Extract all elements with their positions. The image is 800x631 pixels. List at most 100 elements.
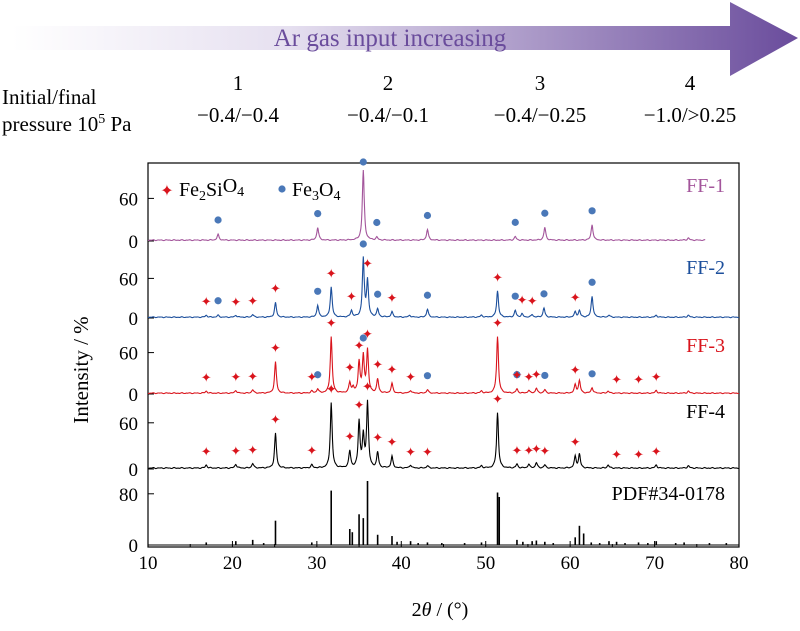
legend-fe3o4-label: Fe3O4 — [292, 179, 340, 204]
fe2sio4-marker: ✦ — [230, 294, 241, 309]
fe2sio4-marker: ✦ — [633, 447, 644, 462]
y-tick-label: 60 — [119, 344, 138, 365]
fe2sio4-marker: ✦ — [492, 392, 503, 407]
fe3o4-marker — [359, 334, 367, 342]
legend-formula-part: 2 — [199, 189, 206, 204]
arrow-shape — [12, 2, 798, 76]
fe3o4-marker — [314, 371, 322, 379]
fe2sio4-marker: ✦ — [270, 412, 281, 427]
fe2sio4-marker: ✦ — [326, 382, 337, 397]
fe2sio4-marker: ✦ — [326, 315, 337, 330]
fe2sio4-marker: ✦ — [651, 369, 662, 384]
fe3o4-marker — [314, 287, 322, 295]
fe2sio4-marker: ✦ — [201, 444, 212, 459]
legend-formula-part: 3 — [312, 189, 319, 204]
condition-pressure: −1.0/>0.25 — [644, 103, 737, 127]
fe2sio4-marker: ✦ — [362, 379, 373, 394]
legend-fe2sio4-symbol: ✦ — [160, 183, 173, 200]
fe2sio4-marker: ✦ — [523, 369, 534, 384]
x-axis-theta: θ — [422, 599, 432, 621]
legend-formula-part: O — [223, 175, 237, 197]
x-tick-label: 10 — [139, 553, 158, 574]
fe2sio4-marker: ✦ — [387, 362, 398, 377]
fe2sio4-marker: ✦ — [344, 360, 355, 375]
fe2sio4-marker: ✦ — [539, 444, 550, 459]
fe2sio4-marker: ✦ — [346, 289, 357, 304]
fe2sio4-marker: ✦ — [362, 256, 373, 271]
legend-formula-part: O — [319, 179, 333, 201]
fe2sio4-marker: ✦ — [230, 443, 241, 458]
fe2sio4-marker: ✦ — [362, 326, 373, 341]
fe2sio4-marker: ✦ — [372, 357, 383, 372]
fe2sio4-marker: ✦ — [611, 447, 622, 462]
fe3o4-marker — [513, 371, 521, 379]
pressure-unit: Pa — [105, 112, 132, 136]
x-tick-label: 80 — [730, 553, 749, 574]
fe2sio4-marker: ✦ — [523, 443, 534, 458]
fe2sio4-marker: ✦ — [201, 370, 212, 385]
legend-formula-part: 4 — [333, 189, 340, 204]
fe2sio4-marker: ✦ — [492, 270, 503, 285]
fe3o4-marker — [373, 218, 381, 227]
y-tick-label: 60 — [119, 189, 138, 210]
fe2sio4-marker: ✦ — [405, 444, 416, 459]
fe2sio4-marker: ✦ — [270, 281, 281, 296]
fe2sio4-marker: ✦ — [531, 367, 542, 382]
fe3o4-marker — [314, 209, 322, 218]
pressure-exponent: 5 — [98, 112, 105, 127]
xrd-trace — [148, 256, 740, 319]
fe2sio4-marker: ✦ — [270, 341, 281, 356]
fe2sio4-marker: ✦ — [201, 294, 212, 309]
fe3o4-marker — [423, 211, 432, 220]
y-tick-label: 60 — [119, 269, 138, 290]
fe2sio4-marker: ✦ — [387, 435, 398, 450]
x-tick-label: 60 — [561, 553, 580, 574]
y-tick-label: 60 — [119, 414, 138, 435]
fe2sio4-marker: ✦ — [517, 292, 528, 307]
x-axis-unit: / (°) — [431, 599, 468, 621]
fe2sio4-marker: ✦ — [247, 369, 258, 384]
fe2sio4-marker: ✦ — [570, 290, 581, 305]
fe2sio4-marker: ✦ — [326, 266, 337, 281]
fe2sio4-marker: ✦ — [344, 429, 355, 444]
x-tick-label: 50 — [476, 553, 495, 574]
legend-fe2sio4-label: Fe2SiO4 — [179, 175, 244, 204]
fe3o4-marker — [359, 158, 367, 166]
condition-number: 4 — [685, 71, 696, 95]
fe2sio4-marker: ✦ — [531, 442, 542, 457]
condition-number: 2 — [383, 71, 394, 95]
fe2sio4-marker: ✦ — [570, 434, 581, 449]
series-label: FF-2 — [686, 257, 725, 279]
x-tick-label: 70 — [645, 553, 664, 574]
arrow-label: Ar gas input increasing — [274, 25, 507, 52]
y-axis-label: Intensity / % — [69, 316, 93, 423]
y-tick-label: 0 — [129, 536, 139, 557]
fe2sio4-marker: ✦ — [306, 369, 317, 384]
fe2sio4-marker: ✦ — [651, 444, 662, 459]
fe3o4-marker — [214, 297, 222, 305]
legend-fe3o4-symbol — [278, 185, 286, 193]
fe2sio4-marker: ✦ — [570, 363, 581, 378]
y-tick-label: 80 — [119, 485, 138, 506]
condition-number: 1 — [233, 71, 244, 95]
fe3o4-marker — [511, 292, 519, 300]
fe2sio4-marker: ✦ — [405, 370, 416, 385]
initial-final-label: Initial/final — [2, 85, 97, 109]
xrd-trace — [148, 169, 706, 242]
y-tick-label: 0 — [129, 232, 139, 253]
x-axis-label: 2θ / (°) — [412, 599, 469, 621]
xrd-trace — [148, 336, 739, 395]
fe3o4-marker — [588, 370, 596, 378]
fe2sio4-marker: ✦ — [422, 445, 433, 460]
fe3o4-marker — [214, 216, 222, 224]
x-tick-label: 30 — [307, 553, 326, 574]
condition-pressure: −0.4/−0.4 — [197, 103, 280, 127]
fe2sio4-marker: ✦ — [527, 294, 538, 309]
fe2sio4-marker: ✦ — [611, 372, 622, 387]
fe2sio4-marker: ✦ — [354, 398, 365, 413]
fe3o4-marker — [588, 278, 596, 286]
fe3o4-marker — [588, 207, 596, 215]
series-label: FF-4 — [686, 401, 725, 423]
